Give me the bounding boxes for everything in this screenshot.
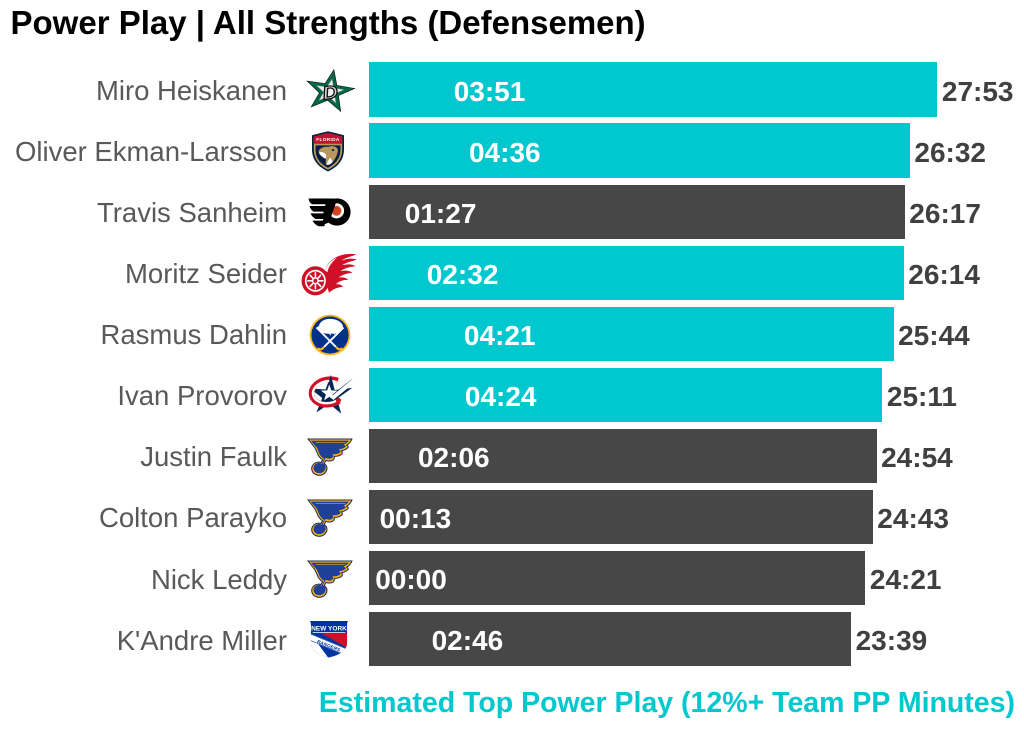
svg-text:D: D xyxy=(321,82,339,104)
svg-text:FLORIDA: FLORIDA xyxy=(317,137,341,143)
svg-text:NEW YORK: NEW YORK xyxy=(311,626,347,633)
